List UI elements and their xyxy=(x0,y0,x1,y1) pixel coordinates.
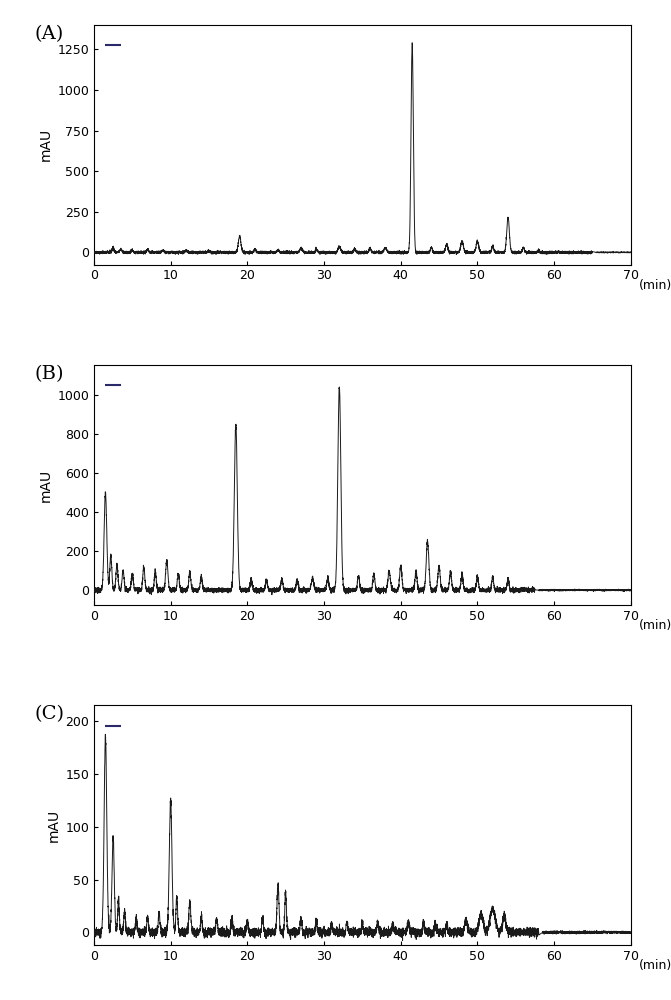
Y-axis label: mAU: mAU xyxy=(39,468,53,502)
Text: (min): (min) xyxy=(639,619,671,632)
Y-axis label: mAU: mAU xyxy=(47,809,61,842)
Text: (min): (min) xyxy=(639,279,671,292)
Text: (A): (A) xyxy=(35,25,64,43)
Text: (min): (min) xyxy=(639,959,671,972)
Y-axis label: mAU: mAU xyxy=(39,128,53,161)
Text: (B): (B) xyxy=(35,365,64,383)
Text: (C): (C) xyxy=(35,705,65,723)
